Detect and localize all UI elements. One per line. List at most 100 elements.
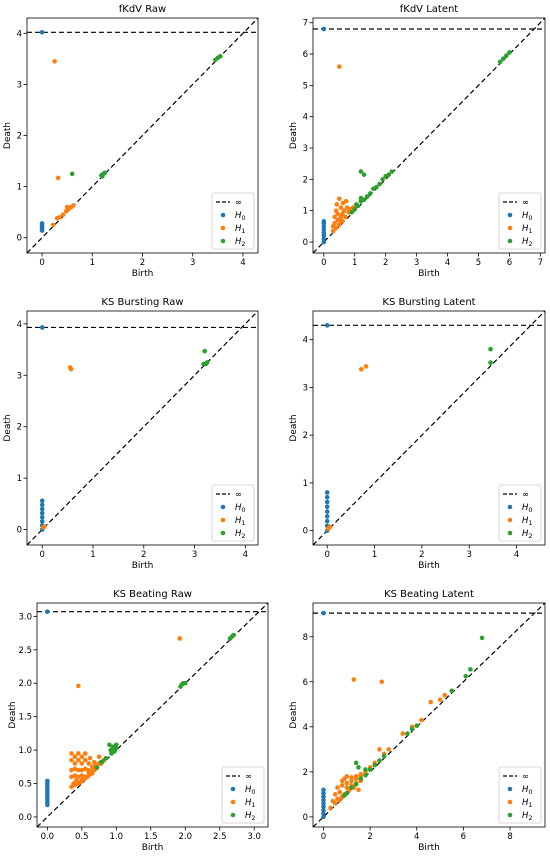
x-tick-label: 0	[39, 258, 44, 268]
legend-label-h2: H2	[522, 237, 533, 248]
point-h1	[60, 212, 66, 217]
point-h1	[96, 754, 102, 760]
legend-marker-h2	[220, 238, 226, 244]
y-tick-label: 1	[17, 183, 22, 193]
y-tick-label: 2	[303, 175, 308, 185]
point-h1	[336, 222, 342, 228]
legend-box	[221, 766, 265, 824]
legend-marker-h1	[507, 517, 513, 523]
legend-label-h0: H0	[245, 785, 256, 796]
point-h1	[82, 775, 88, 781]
x-tick-label: 7	[538, 258, 543, 268]
point-h1	[356, 787, 361, 793]
plot-area	[27, 18, 258, 253]
chart-title: KS Bursting Latent	[382, 297, 475, 308]
legend-marker-h0	[220, 504, 226, 510]
point-h0	[321, 804, 326, 810]
y-tick-label: 6	[303, 50, 308, 60]
y-tick-label: 4	[303, 723, 308, 733]
legend-label-h2: H2	[245, 811, 256, 822]
point-h1	[74, 777, 79, 783]
legend-label-h0: H0	[235, 211, 246, 222]
point-h2	[358, 195, 364, 201]
point-h1	[82, 757, 88, 763]
point-h0	[321, 26, 327, 32]
point-h1	[79, 777, 85, 783]
point-h1	[79, 761, 85, 766]
point-h2	[377, 181, 382, 187]
x-axis-label: Birth	[142, 843, 164, 853]
point-h2	[463, 673, 469, 679]
point-h2	[354, 202, 359, 207]
legend-label-h0: H0	[522, 785, 533, 796]
y-tick-label: 1	[303, 207, 308, 217]
chart-panel: fKdV Raw 0 1 2 3 4 0 1 2 3 4 Birth Death ∞ H0 H1 H2	[3, 4, 259, 279]
y-tick-label: 0.0	[18, 813, 32, 823]
plot-area	[313, 603, 545, 827]
legend-label-h1: H1	[522, 224, 533, 235]
plot-area	[37, 603, 268, 827]
legend-label-h0: H0	[522, 503, 533, 514]
x-tick-label: 1.5	[144, 832, 158, 842]
legend-label-infinity: ∞	[235, 198, 242, 208]
point-h0	[321, 814, 326, 820]
point-h1	[332, 801, 338, 806]
point-h2	[374, 184, 379, 190]
point-h1	[379, 679, 385, 685]
point-h0	[321, 801, 326, 806]
point-h1	[76, 767, 81, 773]
x-tick-label: 0.5	[75, 832, 89, 842]
point-h1	[52, 59, 57, 64]
point-h2	[110, 744, 116, 750]
legend-marker-h0	[220, 212, 226, 218]
legend: ∞ H0 H1 H2	[498, 192, 542, 250]
point-h2	[231, 632, 236, 638]
point-h2	[69, 171, 75, 177]
y-tick-label: 4	[303, 336, 308, 346]
point-h2	[100, 174, 105, 179]
point-h2	[100, 759, 105, 764]
axes-frame	[312, 602, 546, 828]
point-h1	[82, 751, 88, 756]
point-h1	[341, 208, 347, 213]
point-h1	[340, 219, 345, 224]
y-tick-label: 8	[303, 633, 308, 643]
point-h2	[468, 667, 473, 672]
x-axis-label: Birth	[418, 269, 440, 279]
point-h1	[332, 792, 338, 797]
y-tick-label: 3	[303, 383, 308, 393]
point-h2	[363, 767, 368, 772]
point-h1	[442, 693, 448, 698]
legend-box	[498, 766, 542, 824]
y-tick-label: 2	[303, 431, 308, 441]
point-h2	[488, 360, 493, 365]
x-tick-label: 8	[507, 832, 512, 842]
point-h1	[91, 759, 97, 765]
point-h1	[82, 766, 88, 772]
legend-label-h2: H2	[522, 529, 533, 540]
y-tick-label: 5	[303, 81, 308, 91]
point-h2	[377, 758, 382, 763]
point-h2	[353, 760, 359, 766]
legend-label-h2: H2	[235, 237, 246, 248]
y-tick-label: 6	[303, 678, 308, 688]
legend-box	[498, 192, 542, 250]
point-h2	[202, 348, 207, 354]
point-h1	[87, 755, 93, 761]
point-h2	[372, 762, 378, 768]
point-h1	[69, 757, 74, 763]
point-h2	[113, 742, 119, 748]
point-h0	[39, 514, 45, 520]
point-h0	[324, 504, 330, 510]
point-h1	[419, 717, 424, 723]
legend-label-h0: H0	[235, 503, 246, 514]
point-h2	[352, 206, 358, 212]
point-h2	[361, 172, 367, 177]
point-h1	[89, 764, 95, 770]
y-tick-label: 0	[303, 238, 308, 248]
point-h1	[327, 524, 333, 530]
y-tick-label: 1.0	[18, 746, 32, 756]
legend: ∞ H0 H1 H2	[498, 484, 542, 542]
chart-panel: KS Bursting Raw 0 1 2 3 4 0 1 2 3 4 Birth Death ∞ H0 H1…	[3, 297, 259, 571]
point-h2	[103, 755, 109, 761]
